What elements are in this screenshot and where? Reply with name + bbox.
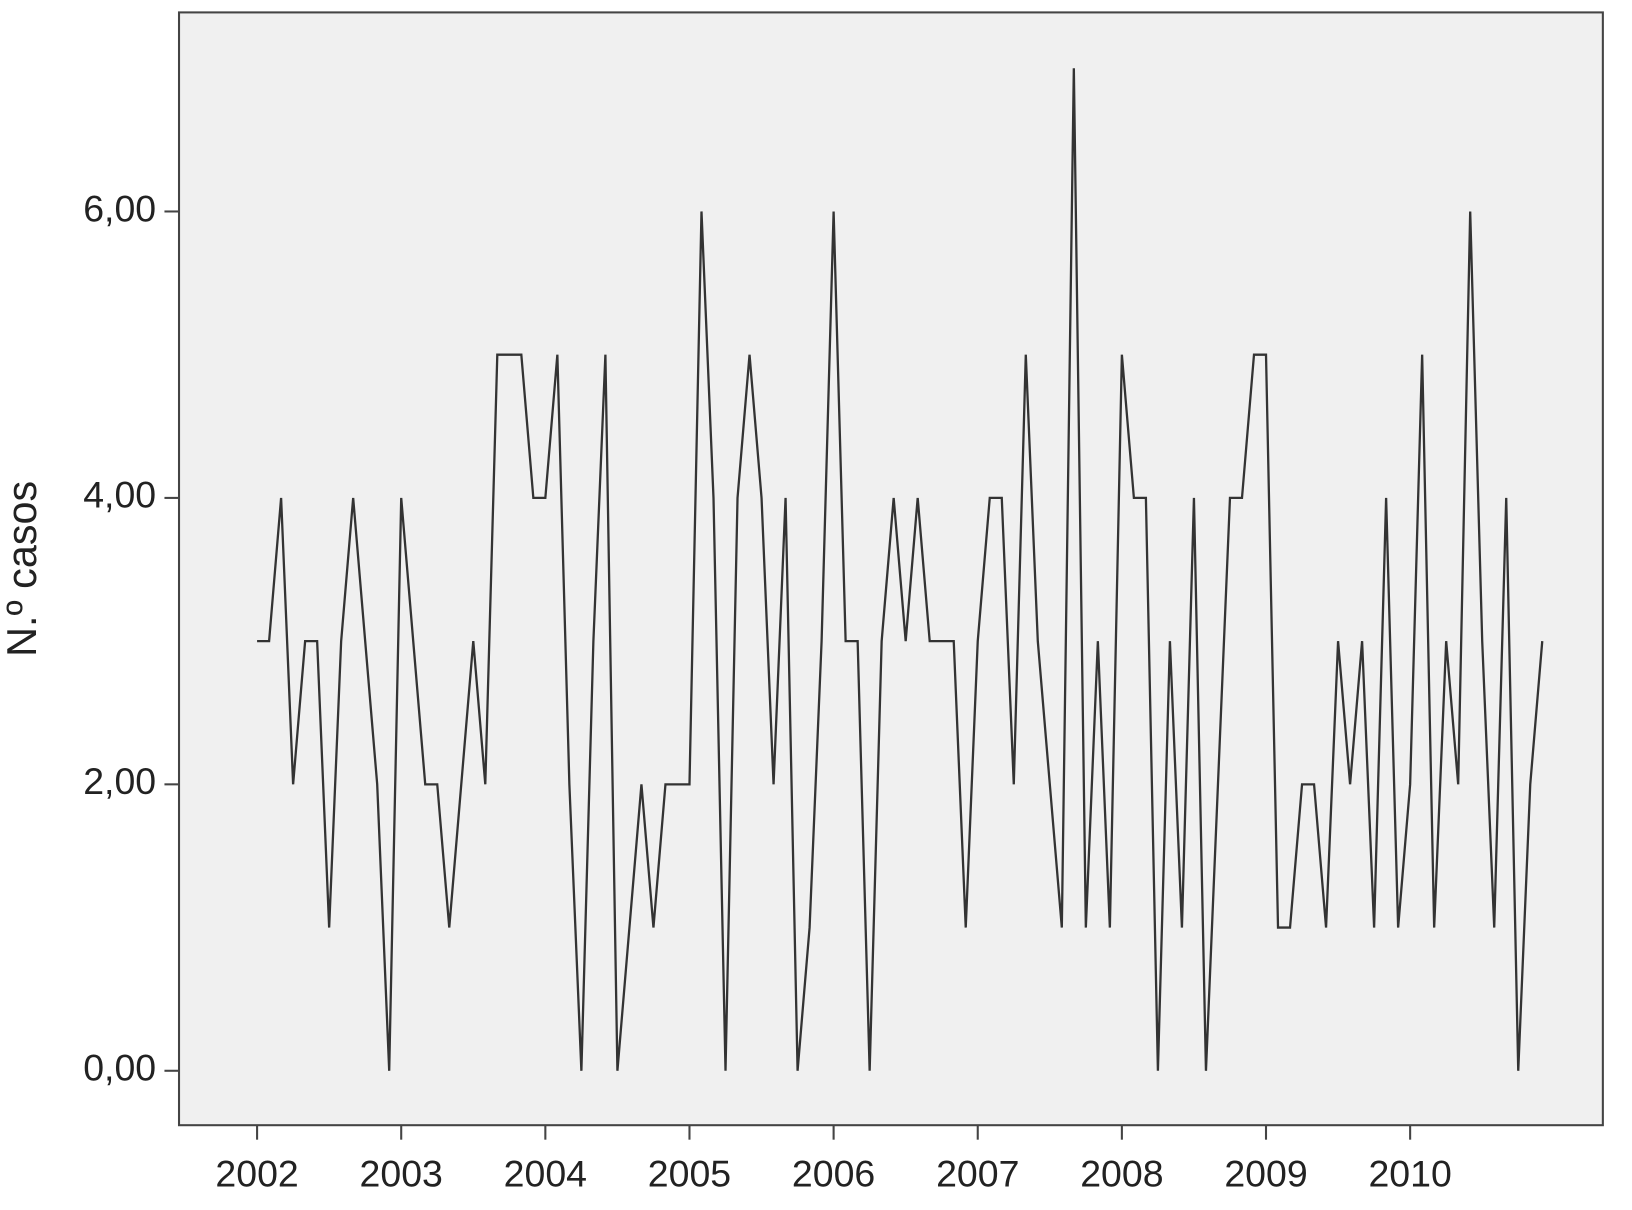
x-tick-label: 2008 [1080,1153,1163,1195]
x-tick-label: 2005 [648,1153,731,1195]
y-tick-label: 4,00 [83,474,156,516]
x-tick-label: 2002 [215,1153,298,1195]
x-tick-label: 2003 [360,1153,443,1195]
y-tick-label: 6,00 [83,187,156,229]
y-axis-label: N.º casos [0,481,45,657]
y-tick-label: 0,00 [83,1047,156,1089]
x-tick-label: 2009 [1224,1153,1307,1195]
x-tick-label: 2010 [1368,1153,1451,1195]
x-tick-label: 2004 [504,1153,587,1195]
x-tick-label: 2007 [936,1153,1019,1195]
data-line [257,68,1544,1071]
y-tick-label: 2,00 [83,760,156,802]
x-tick-label: 2006 [792,1153,875,1195]
plot-area [177,11,1604,1127]
